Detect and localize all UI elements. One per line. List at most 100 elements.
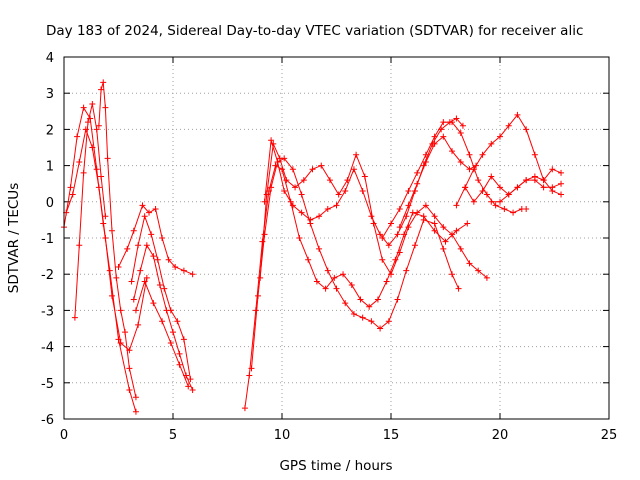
data-point xyxy=(457,130,464,137)
data-point xyxy=(128,278,135,285)
data-point xyxy=(292,184,299,191)
data-point xyxy=(505,191,512,198)
data-point xyxy=(455,285,462,292)
data-point xyxy=(159,235,166,241)
y-tick-label: -2 xyxy=(41,268,54,283)
y-tick-label: -6 xyxy=(41,413,54,428)
data-point xyxy=(379,235,386,241)
data-point xyxy=(307,216,314,223)
data-point xyxy=(108,292,115,299)
data-point xyxy=(403,267,410,274)
y-tick-label: 3 xyxy=(46,87,54,102)
data-point xyxy=(470,198,477,205)
data-point xyxy=(385,318,392,325)
data-point xyxy=(69,191,76,198)
data-point xyxy=(374,296,381,303)
data-point xyxy=(449,271,456,278)
data-point xyxy=(514,184,521,191)
data-point xyxy=(383,278,390,285)
data-point xyxy=(431,140,438,147)
data-point xyxy=(488,198,495,205)
data-point xyxy=(449,148,456,155)
data-point xyxy=(377,231,384,238)
series-pass-16 xyxy=(462,166,565,205)
data-point xyxy=(324,206,331,213)
grid-lines xyxy=(64,57,609,419)
data-point xyxy=(396,224,403,231)
data-point xyxy=(414,209,421,216)
data-point xyxy=(159,318,166,325)
data-point xyxy=(272,162,279,169)
data-point xyxy=(357,296,364,303)
y-tick-label: 4 xyxy=(46,51,54,66)
data-point xyxy=(313,278,320,285)
data-point xyxy=(497,133,503,140)
data-point xyxy=(276,155,283,162)
data-point xyxy=(80,169,87,176)
series-pass-17 xyxy=(488,177,565,205)
data-point xyxy=(139,202,146,209)
data-point xyxy=(394,231,401,238)
data-point xyxy=(76,158,83,165)
data-point xyxy=(152,206,159,213)
data-point xyxy=(126,387,133,394)
data-point xyxy=(510,209,517,216)
data-point xyxy=(89,101,96,108)
data-point xyxy=(76,242,83,249)
data-point xyxy=(505,122,512,129)
data-point xyxy=(309,166,316,173)
data-point xyxy=(170,329,176,336)
series-pass-3 xyxy=(71,101,109,321)
data-point xyxy=(558,191,565,198)
data-point xyxy=(167,339,174,346)
data-point xyxy=(141,213,148,220)
data-point xyxy=(150,253,157,260)
data-point xyxy=(67,184,74,191)
data-point xyxy=(453,115,460,122)
series-pass-2 xyxy=(63,126,150,354)
data-point xyxy=(523,177,530,184)
y-axis-label: SDTVAR / TECUs xyxy=(6,183,22,293)
data-point xyxy=(422,151,429,158)
data-point xyxy=(449,231,456,238)
data-point xyxy=(342,187,349,194)
data-point xyxy=(150,300,157,307)
data-point xyxy=(488,173,495,180)
series-trace xyxy=(131,214,191,380)
x-tick-label: 0 xyxy=(60,428,68,443)
series-trace xyxy=(135,279,189,387)
data-point xyxy=(492,202,499,209)
data-point xyxy=(324,267,331,274)
data-point xyxy=(143,242,150,249)
data-point xyxy=(405,202,412,209)
data-point xyxy=(100,79,107,86)
data-point xyxy=(459,122,466,129)
data-point xyxy=(281,187,288,194)
series-trace xyxy=(259,142,488,279)
data-point xyxy=(102,235,109,241)
data-point xyxy=(189,271,196,278)
data-point xyxy=(549,184,556,191)
data-point xyxy=(148,231,155,238)
data-point xyxy=(163,307,170,314)
data-point xyxy=(368,318,375,325)
data-point xyxy=(326,177,333,184)
data-point xyxy=(74,133,81,140)
data-point xyxy=(117,307,124,314)
data-point xyxy=(457,158,464,165)
data-point xyxy=(394,296,401,303)
data-point xyxy=(531,151,538,158)
data-point xyxy=(298,191,305,198)
data-point xyxy=(431,213,438,220)
series-pass-9 xyxy=(241,162,471,412)
data-point xyxy=(89,144,96,151)
data-point xyxy=(180,267,187,274)
series-trace xyxy=(264,117,464,246)
data-point xyxy=(396,206,403,213)
series-pass-13 xyxy=(379,119,530,241)
data-point xyxy=(176,350,183,357)
data-point xyxy=(113,274,120,281)
data-point xyxy=(156,282,163,289)
data-point xyxy=(453,202,460,209)
